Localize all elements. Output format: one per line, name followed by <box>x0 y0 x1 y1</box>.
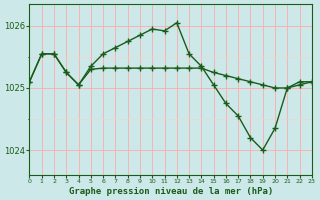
X-axis label: Graphe pression niveau de la mer (hPa): Graphe pression niveau de la mer (hPa) <box>68 187 273 196</box>
